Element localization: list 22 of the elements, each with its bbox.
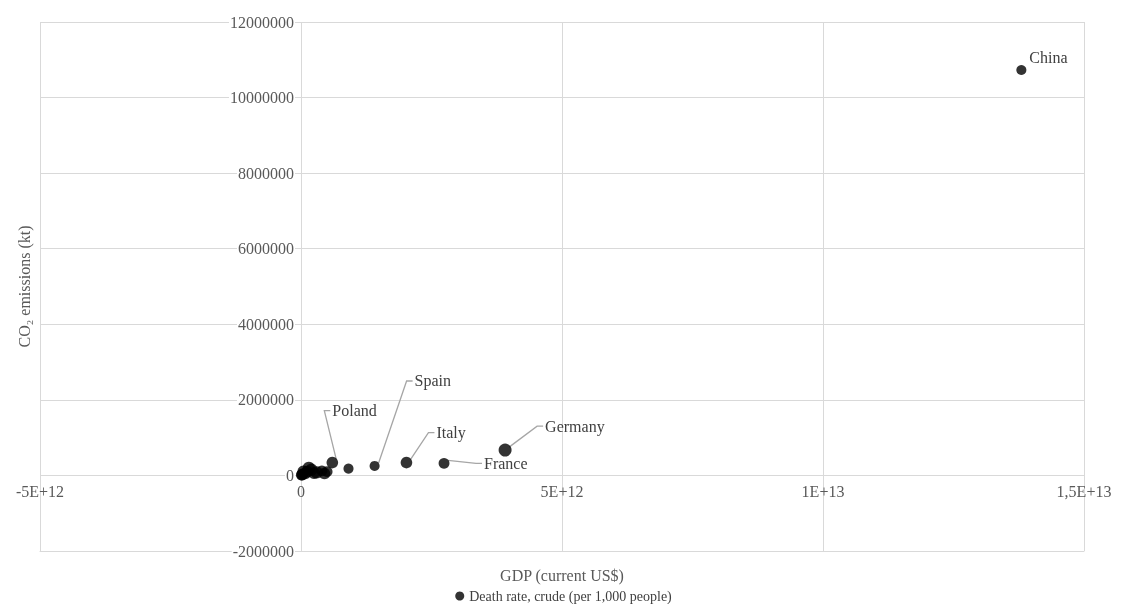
legend-label: Death rate, crude (per 1,000 people) [469,588,673,605]
y-tick-label: -2000000 [232,542,294,560]
x-tick-label: 1,5E+13 [1056,482,1112,500]
annotation: Italy [436,424,466,443]
y-axis-title: CO₂ emissions (kt) [15,225,34,348]
x-tick-label: 5E+12 [540,482,584,500]
x-tick-label: 0 [297,482,305,500]
x-axis-title: GDP (current US$) [500,566,624,585]
annotation: France [484,454,528,472]
y-tick-label: 8000000 [238,164,294,182]
y-tick-label: 0 [286,466,294,484]
annotation: Germany [545,417,605,436]
y-tick-label: 12000000 [230,13,294,31]
annotation: China [1029,49,1068,67]
annotation: Spain [414,372,452,391]
y-tick-label: 2000000 [238,391,294,409]
y-tick-label: 4000000 [238,315,294,333]
y-tick-label: 6000000 [238,240,294,258]
x-tick-label: 1E+13 [801,482,845,500]
annotation: Poland [332,402,377,420]
y-tick-label: 10000000 [230,89,294,107]
x-tick-label: -5E+12 [15,482,65,500]
